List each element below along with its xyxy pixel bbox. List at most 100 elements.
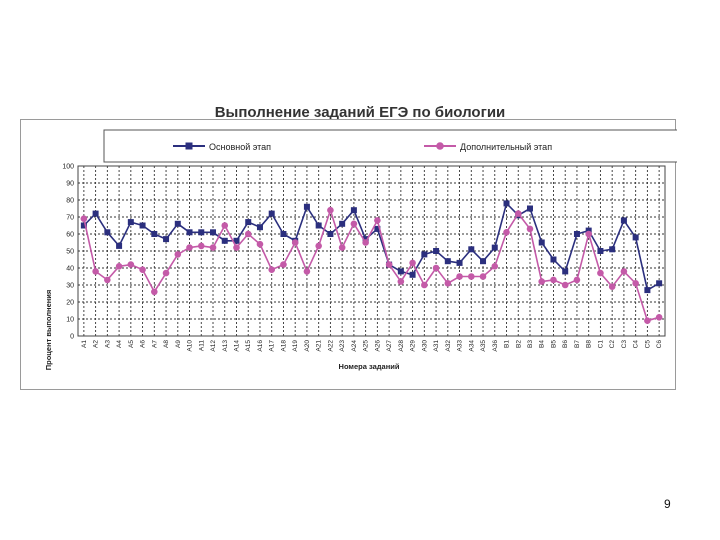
- data-point-extra: [632, 280, 639, 287]
- x-axis-title: Номера заданий: [339, 362, 400, 371]
- data-point-extra: [244, 230, 252, 238]
- x-tick-label: C1: [597, 340, 604, 349]
- data-point-main: [433, 248, 440, 254]
- data-point-main: [409, 271, 416, 278]
- x-tick-label: A16: [257, 340, 264, 352]
- data-point-main: [421, 251, 428, 258]
- data-point-extra: [597, 269, 604, 277]
- x-tick-label: A34: [468, 340, 475, 352]
- data-point-main: [268, 210, 275, 217]
- x-tick-label: A32: [445, 340, 452, 352]
- y-axis-title: Процент выполнения: [44, 290, 53, 371]
- x-tick-label: A21: [316, 340, 323, 352]
- x-tick-label: B4: [539, 340, 546, 348]
- x-tick-label: A30: [421, 340, 428, 352]
- y-tick-label: 20: [66, 300, 74, 307]
- chart-frame: Основной этап Дополнительный этап 0 10 20 3…: [20, 119, 677, 390]
- data-point-main: [468, 246, 475, 253]
- data-point-extra: [503, 229, 510, 236]
- x-tick-label: A6: [140, 340, 147, 348]
- x-tick-label: A8: [163, 340, 170, 348]
- data-point-main: [585, 227, 592, 234]
- data-point-main: [362, 236, 369, 243]
- data-point-main: [550, 256, 557, 263]
- x-tick-label: A35: [480, 340, 487, 352]
- data-point-extra: [80, 215, 88, 222]
- x-tick-label: A17: [269, 340, 276, 352]
- x-tick-label: C2: [609, 340, 616, 349]
- x-tick-label: A20: [304, 340, 311, 352]
- data-point-extra: [456, 273, 463, 280]
- data-point-extra: [385, 261, 393, 268]
- data-point-extra: [291, 239, 299, 246]
- data-point-main: [644, 287, 651, 294]
- data-point-main: [620, 217, 627, 224]
- data-point-extra: [162, 269, 170, 277]
- data-point-extra: [538, 278, 546, 285]
- x-tick-label: A12: [210, 340, 217, 352]
- data-point-extra: [151, 288, 158, 296]
- x-tick-label: C4: [633, 340, 640, 349]
- y-tick-label: 90: [66, 181, 74, 188]
- y-tick-label: 40: [66, 266, 74, 273]
- x-tick-label: A15: [245, 340, 252, 352]
- x-tick-label: A1: [81, 340, 88, 348]
- x-tick-label: A36: [492, 340, 499, 352]
- data-point-main: [127, 219, 134, 226]
- x-tick-label: A4: [116, 340, 123, 348]
- x-tick-label: A19: [292, 340, 299, 352]
- legend: Основной этап Дополнительный этап: [103, 129, 677, 163]
- data-point-main: [526, 205, 533, 212]
- data-point-extra: [209, 244, 217, 251]
- x-tick-label: A26: [374, 340, 381, 352]
- y-tick-label: 80: [66, 198, 74, 205]
- data-point-main: [562, 268, 569, 275]
- data-point-extra: [620, 268, 628, 275]
- data-point-extra: [280, 261, 287, 268]
- data-point-main: [280, 231, 287, 237]
- x-tick-label: B3: [527, 340, 534, 348]
- x-tick-label: A22: [327, 340, 334, 352]
- data-point-extra: [444, 280, 452, 287]
- data-point-extra: [268, 266, 276, 273]
- line-chart: Основной этап Дополнительный этап 0 10 20 3…: [44, 129, 677, 371]
- x-tick-label: B2: [515, 340, 522, 348]
- data-point-extra: [421, 281, 428, 289]
- data-point-main: [80, 222, 87, 229]
- x-tick-label: B5: [550, 340, 557, 348]
- data-point-main: [339, 220, 346, 227]
- y-tick-label: 0: [70, 334, 74, 341]
- data-point-main: [538, 239, 545, 246]
- data-point-main: [151, 231, 158, 237]
- data-point-extra: [115, 263, 123, 270]
- legend-marker-extra: [436, 142, 444, 150]
- x-tick-label: A2: [93, 340, 100, 348]
- data-point-extra: [327, 206, 334, 214]
- data-point-main: [116, 242, 123, 249]
- data-point-extra: [197, 242, 205, 250]
- data-point-main: [256, 224, 263, 231]
- data-point-main: [186, 229, 193, 236]
- data-point-extra: [374, 217, 381, 224]
- data-point-main: [350, 207, 357, 214]
- data-point-extra: [467, 273, 475, 280]
- data-point-main: [163, 236, 170, 243]
- data-point-main: [104, 229, 111, 236]
- data-point-extra: [491, 263, 499, 270]
- x-tick-label: A33: [457, 340, 464, 352]
- data-point-extra: [127, 261, 135, 268]
- data-point-main: [632, 234, 639, 241]
- data-point-extra: [561, 281, 569, 289]
- x-tick-label: A11: [198, 340, 205, 351]
- y-tick-label: 30: [66, 283, 74, 290]
- data-point-extra: [221, 222, 229, 229]
- data-point-extra: [233, 244, 240, 251]
- x-tick-label: B1: [504, 340, 511, 348]
- x-tick-label: A14: [233, 340, 240, 352]
- data-point-main: [503, 200, 510, 207]
- page-number: 9: [664, 497, 671, 511]
- data-point-main: [139, 222, 146, 229]
- data-point-main: [573, 231, 580, 237]
- x-tick-label: A28: [398, 340, 405, 352]
- data-point-extra: [139, 266, 146, 273]
